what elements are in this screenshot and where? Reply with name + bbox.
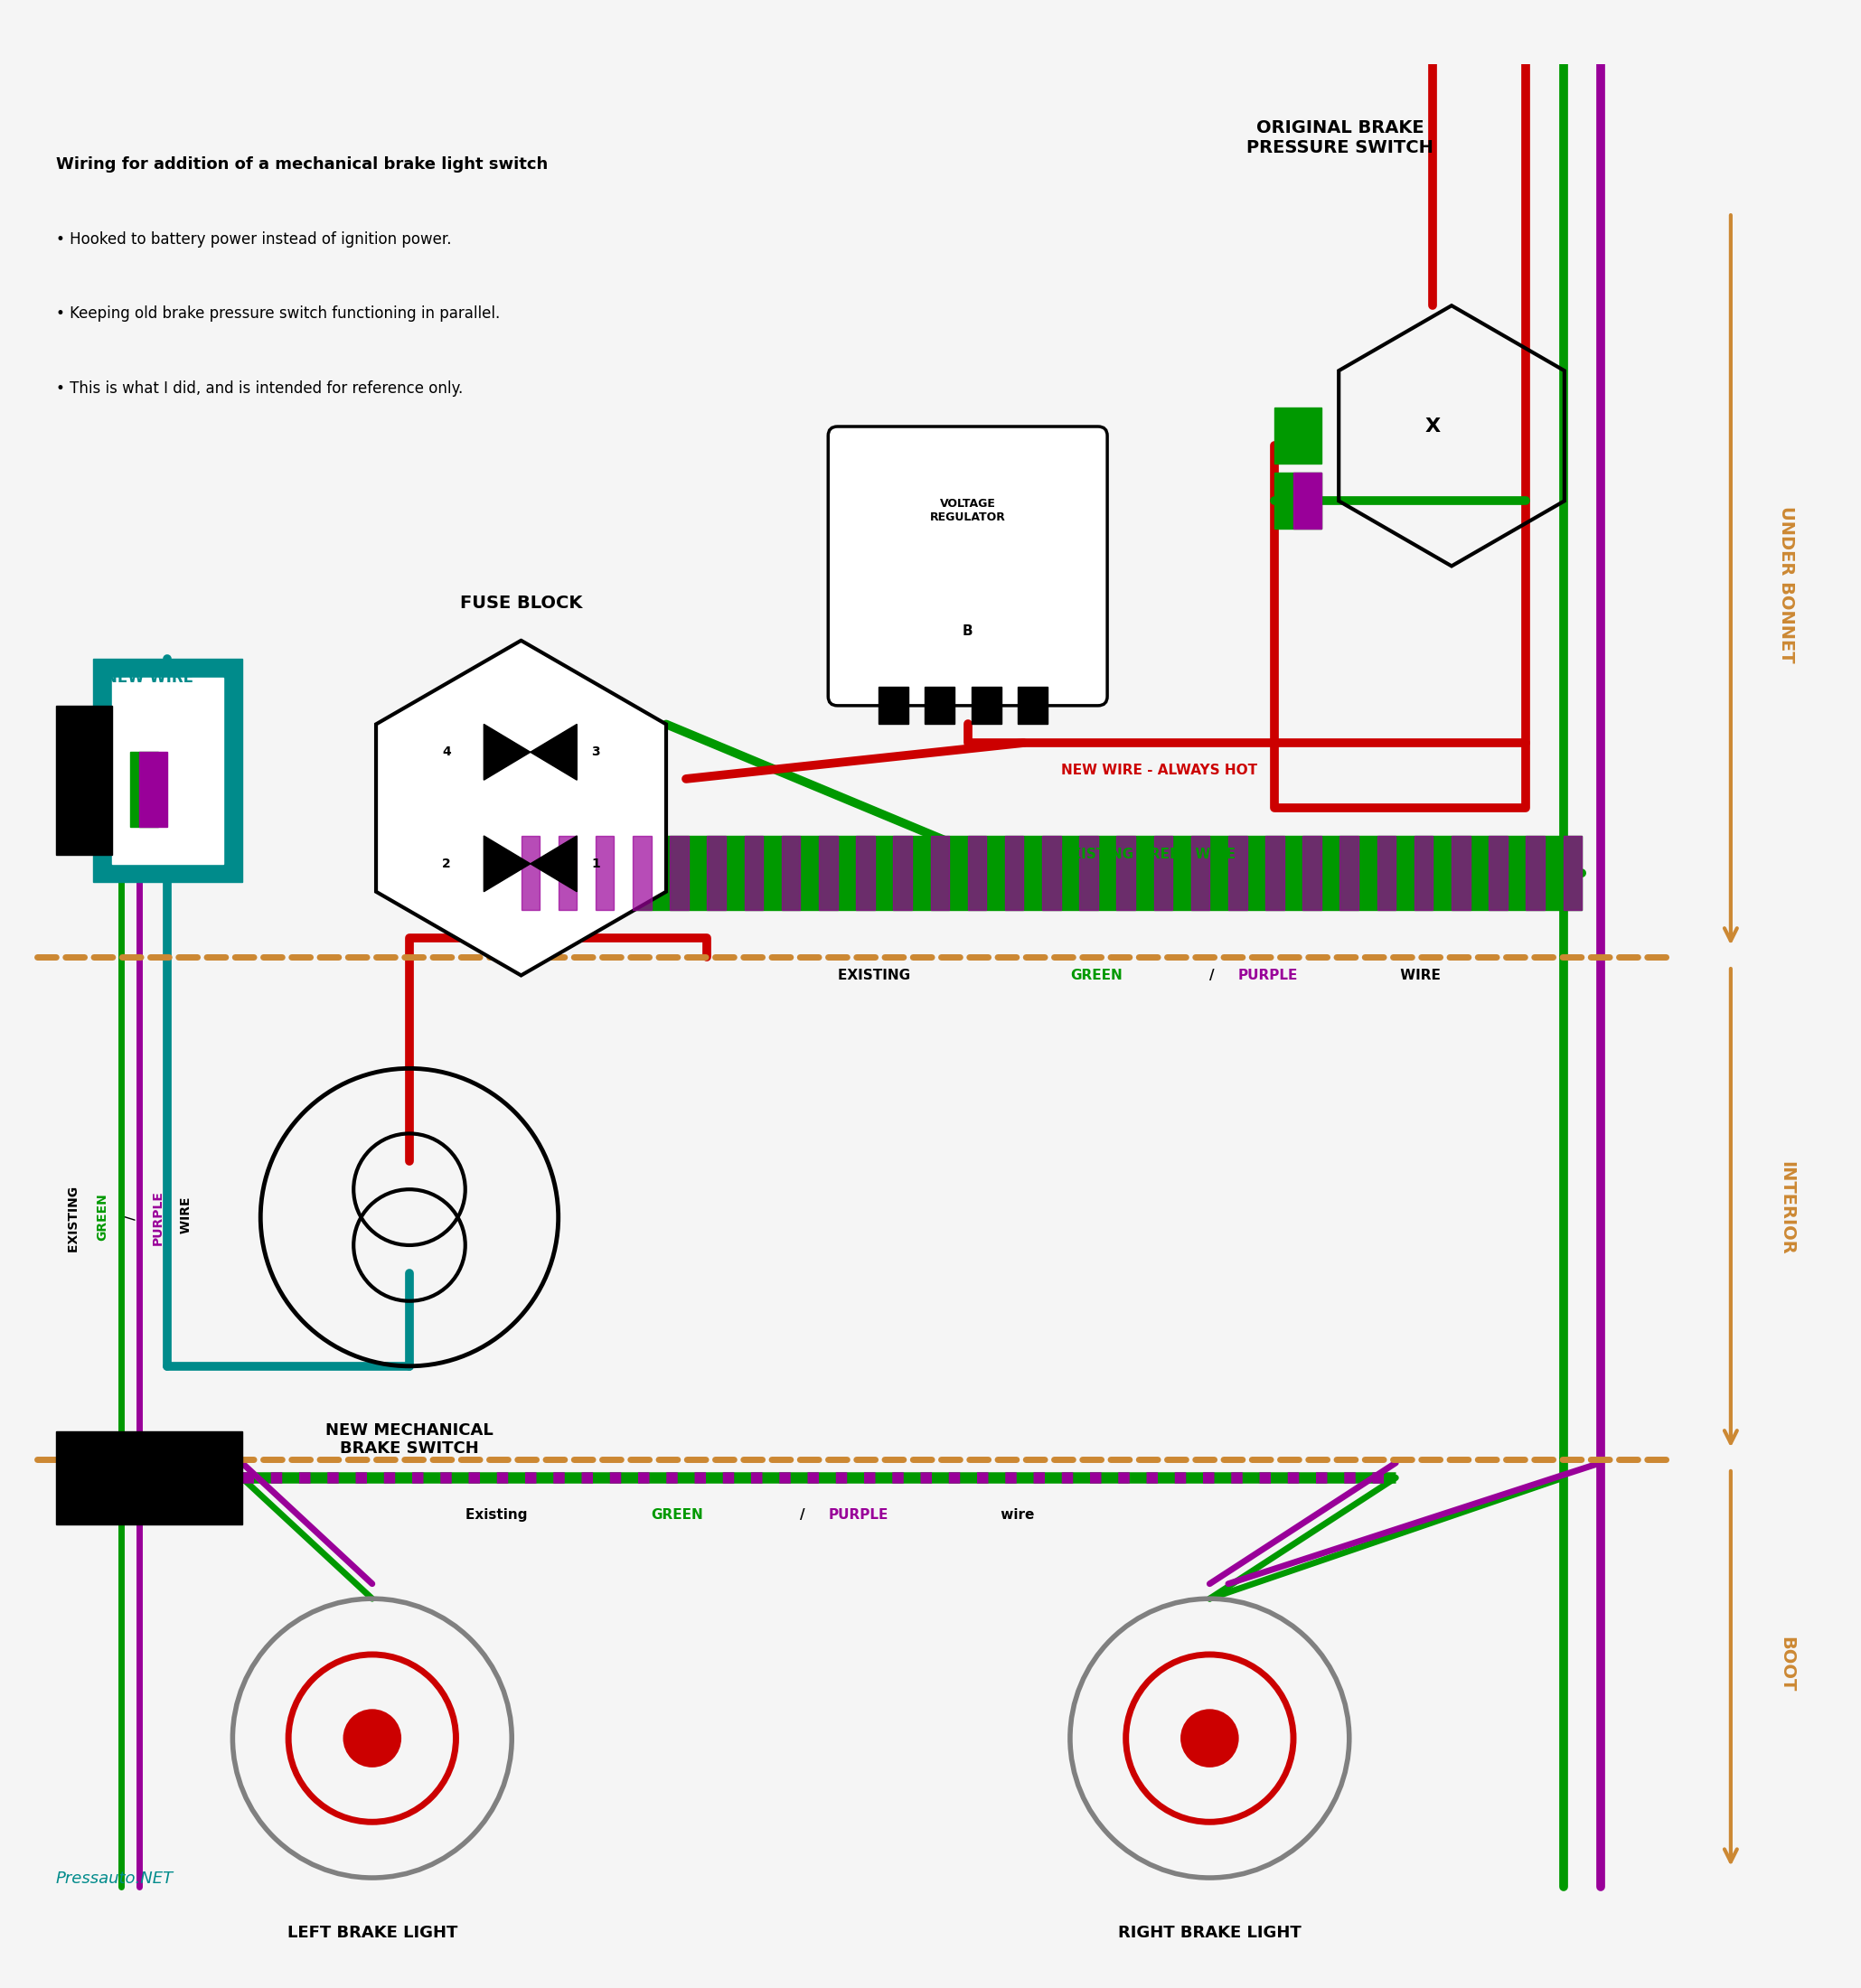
Polygon shape	[484, 724, 530, 779]
Bar	[744, 835, 763, 911]
Bar	[521, 835, 540, 911]
Bar	[521, 835, 1582, 911]
Text: UNDER BONNET: UNDER BONNET	[1777, 507, 1796, 664]
Bar	[670, 835, 689, 911]
Text: BOOT: BOOT	[1777, 1636, 1796, 1692]
Bar	[856, 835, 875, 911]
Bar	[1303, 835, 1321, 911]
Bar	[1452, 835, 1470, 911]
Bar	[56, 1431, 242, 1525]
Text: PURPLE: PURPLE	[828, 1509, 888, 1521]
Bar	[633, 835, 651, 911]
Text: EXISTING GREEN WIRE: EXISTING GREEN WIRE	[1061, 847, 1236, 861]
Bar	[1340, 835, 1359, 911]
Text: /: /	[800, 1509, 806, 1521]
Bar	[1005, 835, 1024, 911]
Text: • Keeping old brake pressure switch functioning in parallel.: • Keeping old brake pressure switch func…	[56, 306, 501, 322]
Text: /: /	[1210, 968, 1215, 982]
Polygon shape	[376, 640, 666, 976]
Circle shape	[1182, 1710, 1238, 1765]
Bar	[707, 835, 726, 911]
Text: PURPLE: PURPLE	[153, 1189, 164, 1244]
Bar	[1489, 835, 1507, 911]
Text: • Hooked to battery power instead of ignition power.: • Hooked to battery power instead of ign…	[56, 231, 450, 247]
Text: LEFT BRAKE LIGHT: LEFT BRAKE LIGHT	[287, 1924, 458, 1940]
Circle shape	[344, 1710, 400, 1765]
Text: FUSE BLOCK: FUSE BLOCK	[460, 594, 582, 612]
Text: NEW WIRE: NEW WIRE	[104, 670, 194, 686]
Bar	[1191, 835, 1210, 911]
Text: GREEN: GREEN	[651, 1509, 703, 1521]
Bar	[558, 835, 577, 911]
Bar	[1275, 408, 1321, 463]
Polygon shape	[484, 835, 530, 893]
Text: WIRE: WIRE	[181, 1197, 192, 1239]
Text: Pressauto.NET: Pressauto.NET	[56, 1871, 173, 1887]
Bar	[782, 835, 800, 911]
Bar	[93, 660, 242, 883]
Text: WIRE: WIRE	[1396, 968, 1440, 982]
Bar	[1117, 835, 1135, 911]
Bar	[1042, 835, 1061, 911]
Bar	[1563, 835, 1582, 911]
Text: NEW WIRE - ALWAYS HOT: NEW WIRE - ALWAYS HOT	[1061, 763, 1256, 777]
Bar	[893, 835, 912, 911]
Bar	[1293, 473, 1321, 529]
Bar	[1154, 835, 1172, 911]
Text: Existing: Existing	[465, 1509, 532, 1521]
Text: B: B	[962, 624, 973, 638]
Text: Wiring for addition of a mechanical brake light switch: Wiring for addition of a mechanical brak…	[56, 157, 547, 173]
Text: PURPLE: PURPLE	[1238, 968, 1297, 982]
Bar	[1228, 835, 1247, 911]
Text: 2: 2	[443, 857, 450, 871]
Text: EXISTING: EXISTING	[69, 1183, 80, 1252]
Bar	[1526, 835, 1545, 911]
Text: EXISTING: EXISTING	[837, 968, 914, 982]
Bar	[140, 751, 167, 827]
Bar	[930, 835, 949, 911]
Text: X: X	[1426, 417, 1440, 435]
Bar	[1018, 688, 1048, 724]
Text: 1: 1	[592, 857, 599, 871]
Bar	[596, 835, 614, 911]
Bar	[112, 678, 223, 863]
Text: • This is what I did, and is intended for reference only.: • This is what I did, and is intended fo…	[56, 380, 463, 396]
Bar	[130, 751, 158, 827]
Bar	[925, 688, 955, 724]
Polygon shape	[530, 835, 577, 893]
Bar	[971, 688, 1001, 724]
Text: /: /	[125, 1215, 136, 1219]
Text: INTERIOR: INTERIOR	[1777, 1161, 1796, 1254]
Bar	[56, 706, 112, 855]
FancyBboxPatch shape	[828, 427, 1107, 706]
Bar	[1265, 835, 1284, 911]
Text: NEW MECHANICAL
BRAKE SWITCH: NEW MECHANICAL BRAKE SWITCH	[326, 1421, 493, 1457]
Bar	[1414, 835, 1433, 911]
Text: GREEN: GREEN	[1070, 968, 1122, 982]
Bar	[1079, 835, 1098, 911]
Bar	[1275, 473, 1321, 529]
Text: 3: 3	[592, 746, 599, 759]
Polygon shape	[530, 724, 577, 779]
Text: 4: 4	[443, 746, 450, 759]
Bar	[878, 688, 908, 724]
Text: RIGHT BRAKE LIGHT: RIGHT BRAKE LIGHT	[1118, 1924, 1301, 1940]
Text: ORIGINAL BRAKE
PRESSURE SWITCH: ORIGINAL BRAKE PRESSURE SWITCH	[1247, 119, 1433, 157]
Text: VOLTAGE
REGULATOR: VOLTAGE REGULATOR	[930, 497, 1005, 523]
Bar	[1377, 835, 1396, 911]
Bar	[819, 835, 837, 911]
Text: GREEN: GREEN	[97, 1193, 108, 1241]
Text: wire: wire	[996, 1509, 1035, 1521]
Bar	[968, 835, 986, 911]
